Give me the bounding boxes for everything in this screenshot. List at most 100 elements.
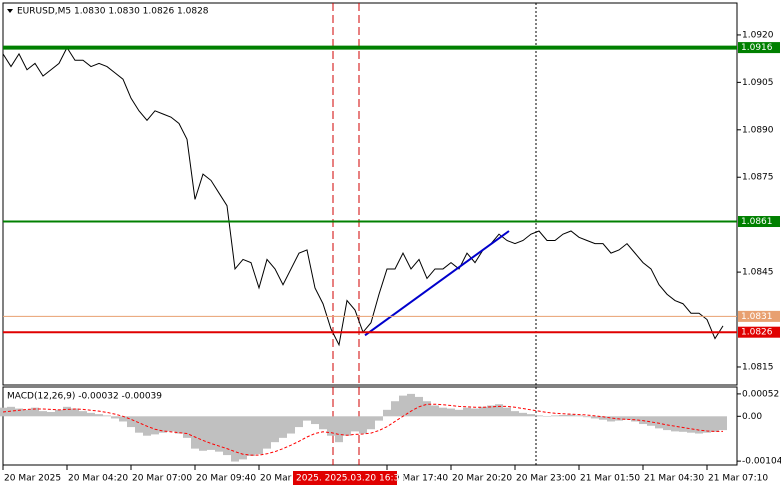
macd-bar bbox=[631, 416, 639, 422]
macd-bar bbox=[391, 401, 399, 417]
macd-bar bbox=[519, 412, 527, 417]
macd-bar bbox=[39, 411, 47, 417]
chart-title: EURUSD,M5 1.0830 1.0830 1.0826 1.0828 bbox=[17, 7, 209, 17]
macd-bar bbox=[423, 401, 431, 417]
macd-bar bbox=[575, 415, 583, 417]
macd-bar bbox=[463, 407, 471, 417]
macd-bar bbox=[191, 416, 199, 449]
macd-bar bbox=[687, 416, 695, 433]
y-tick-label: 1.0890 bbox=[742, 125, 774, 135]
macd-bar bbox=[599, 416, 607, 420]
macd-bar bbox=[431, 405, 439, 417]
macd-bar bbox=[103, 415, 111, 417]
x-tick-label: 20 Mar 20:20 bbox=[452, 474, 512, 484]
macd-bar bbox=[79, 411, 87, 417]
macd-bar bbox=[247, 416, 255, 456]
macd-bar bbox=[375, 416, 383, 421]
macd-bar bbox=[671, 416, 679, 432]
x-tick-label: 20 Mar 04:20 bbox=[68, 474, 128, 484]
y-tick-label: 1.0875 bbox=[742, 173, 774, 183]
macd-bar bbox=[255, 416, 263, 455]
macd-bar bbox=[543, 416, 551, 417]
x-tick-label: 20 Mar 1 bbox=[260, 474, 300, 484]
y-tick-label: 1.0845 bbox=[742, 268, 774, 278]
macd-bar bbox=[175, 416, 183, 434]
y-tick-label: 1.0905 bbox=[742, 78, 774, 88]
level-label: 1.0826 bbox=[741, 328, 773, 338]
macd-bar bbox=[351, 416, 359, 432]
macd-bar bbox=[495, 404, 503, 417]
x-tick-label: 20 Mar 09:40 bbox=[196, 474, 256, 484]
macd-bar bbox=[487, 405, 495, 417]
macd-bar bbox=[231, 416, 239, 462]
y-tick-label: 0.00052 bbox=[742, 389, 779, 399]
macd-bar bbox=[215, 416, 223, 452]
macd-frame bbox=[2, 386, 738, 466]
macd-bar bbox=[119, 416, 127, 422]
macd-bar bbox=[151, 416, 159, 435]
x-tick-label: 20 Mar 2025 bbox=[4, 474, 61, 484]
macd-bar bbox=[199, 416, 207, 451]
macd-bar bbox=[359, 416, 367, 434]
macd-bar bbox=[23, 409, 31, 417]
macd-bar bbox=[319, 416, 327, 430]
macd-bar bbox=[15, 408, 23, 417]
macd-bar bbox=[7, 406, 15, 417]
macd-bar bbox=[399, 395, 407, 417]
macd-bar bbox=[663, 416, 671, 431]
macd-bar bbox=[583, 416, 591, 418]
level-label: 1.0861 bbox=[741, 217, 773, 227]
macd-bar bbox=[63, 406, 71, 417]
x-tick-label: 21 Mar 01:50 bbox=[580, 474, 640, 484]
signal-line bbox=[2, 403, 723, 456]
macd-bar bbox=[503, 407, 511, 417]
level-label-box bbox=[738, 310, 780, 322]
macd-bar bbox=[511, 411, 519, 417]
x-tick-label: 21 Mar 04:30 bbox=[644, 474, 704, 484]
macd-bar bbox=[295, 416, 303, 428]
macd-bar bbox=[127, 416, 135, 428]
y-tick-label: 0.00 bbox=[742, 412, 762, 422]
macd-bar bbox=[263, 416, 271, 449]
macd-bar bbox=[551, 415, 559, 417]
macd-bar bbox=[223, 416, 231, 456]
macd-bar bbox=[383, 409, 391, 417]
x-tick-label: 21 Mar 07:10 bbox=[708, 474, 768, 484]
macd-bar bbox=[47, 411, 55, 417]
macd-bar bbox=[271, 416, 279, 443]
macd-bar bbox=[607, 416, 615, 422]
main-frame bbox=[2, 2, 738, 386]
cursor-label-box bbox=[293, 471, 397, 485]
macd-bar bbox=[591, 416, 599, 419]
macd-bar bbox=[55, 409, 63, 417]
macd-bar bbox=[535, 415, 543, 417]
macd-bar bbox=[287, 416, 295, 434]
macd-bar bbox=[111, 416, 119, 419]
macd-bar bbox=[447, 408, 455, 417]
macd-bar bbox=[471, 408, 479, 417]
macd-bar bbox=[479, 406, 487, 417]
cursor-label: 2025. 2025.03.20 16:30 bbox=[296, 474, 405, 484]
macd-bar bbox=[239, 416, 247, 460]
macd-bar bbox=[367, 416, 375, 430]
macd-bar bbox=[567, 414, 575, 417]
macd-bar bbox=[719, 416, 727, 431]
macd-bar bbox=[135, 416, 143, 433]
y-tick-label: -0.00104 bbox=[742, 457, 781, 467]
level-label: 1.0916 bbox=[741, 43, 773, 53]
macd-bar bbox=[559, 415, 567, 417]
x-tick-label: 20 Mar 23:00 bbox=[516, 474, 576, 484]
macd-bar bbox=[711, 416, 719, 432]
macd-bar bbox=[455, 409, 463, 417]
macd-bar bbox=[439, 407, 447, 417]
macd-bar bbox=[407, 393, 415, 417]
menu-icon bbox=[7, 9, 13, 13]
macd-bar bbox=[655, 416, 663, 429]
macd-bar bbox=[311, 416, 319, 425]
level-label-box bbox=[738, 326, 780, 338]
level-label-box bbox=[738, 42, 780, 54]
macd-bar bbox=[71, 408, 79, 417]
y-tick-label: 1.0920 bbox=[742, 30, 774, 40]
y-tick-label: 1.0815 bbox=[742, 362, 774, 372]
